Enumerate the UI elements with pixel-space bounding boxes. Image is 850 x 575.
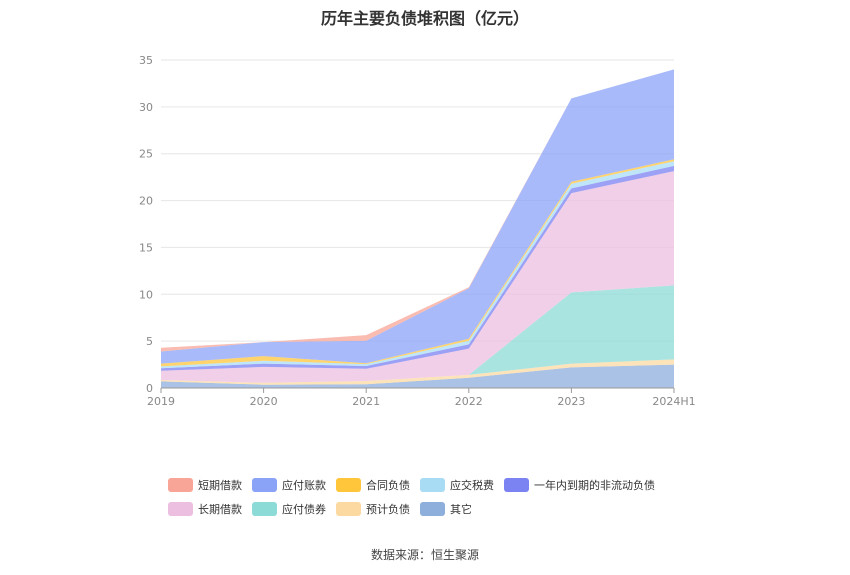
legend-item[interactable]: 其它: [420, 501, 472, 517]
area-应付债券: [161, 285, 674, 383]
legend-item[interactable]: 长期借款: [168, 501, 242, 517]
y-tick-label: 5: [146, 335, 153, 348]
stacked-area-chart: 0 5 10 15 20 25 30 35 2019 2020 2021 2022 2023 2024H1: [139, 54, 696, 408]
legend-swatch: [336, 502, 361, 516]
x-tick-label: 2019: [147, 395, 175, 408]
legend-swatch: [336, 478, 361, 492]
area-series: [161, 69, 674, 388]
legend-swatch: [168, 502, 193, 516]
y-tick-label: 20: [139, 195, 153, 208]
legend-item[interactable]: 预计负债: [336, 501, 410, 517]
axes: 0 5 10 15 20 25 30 35 2019 2020 2021 2022 2023 2024H1: [139, 54, 696, 408]
legend-swatch: [420, 502, 445, 516]
x-tick-label: 2023: [557, 395, 585, 408]
area-其它: [161, 364, 674, 388]
area-应付账款: [161, 69, 674, 364]
legend-label: 应付账款: [282, 479, 326, 492]
chart-title: 历年主要负债堆积图（亿元）: [320, 9, 529, 28]
legend-label: 长期借款: [198, 503, 242, 516]
legend-swatch: [420, 478, 445, 492]
x-tick-label: 2021: [352, 395, 380, 408]
legend-swatch: [504, 478, 529, 492]
legend-label: 合同负债: [366, 479, 410, 492]
area-长期借款: [161, 171, 674, 383]
legend-item[interactable]: 短期借款: [168, 477, 242, 493]
y-tick-label: 0: [146, 382, 153, 395]
y-tick-label: 35: [139, 54, 153, 67]
x-tick-label: 2020: [250, 395, 278, 408]
legend-item[interactable]: 合同负债: [336, 477, 410, 493]
y-tick-label: 15: [139, 241, 153, 254]
legend-label: 一年内到期的非流动负债: [534, 479, 655, 492]
y-tick-label: 30: [139, 101, 153, 114]
legend-swatch: [252, 478, 277, 492]
legend-item[interactable]: 应付账款: [252, 477, 326, 493]
legend-row: 短期借款 应付账款 合同负债 应交税费 一年内到期的非流动负债: [168, 473, 728, 497]
legend: 短期借款 应付账款 合同负债 应交税费 一年内到期的非流动负债长期借款 应付债券 预计负债 其…: [168, 473, 728, 521]
area-预计负债: [161, 359, 674, 385]
x-tick-label: 2022: [455, 395, 483, 408]
legend-label: 应交税费: [450, 479, 494, 492]
legend-swatch: [252, 502, 277, 516]
legend-swatch: [168, 478, 193, 492]
legend-label: 其它: [450, 503, 472, 516]
legend-label: 预计负债: [366, 503, 410, 516]
legend-item[interactable]: 应交税费: [420, 477, 494, 493]
legend-label: 应付债券: [282, 503, 326, 516]
data-source: 数据来源：恒生聚源: [370, 548, 479, 562]
y-tick-label: 25: [139, 148, 153, 161]
legend-item[interactable]: 一年内到期的非流动负债: [504, 477, 655, 493]
legend-row: 长期借款 应付债券 预计负债 其它: [168, 497, 728, 521]
x-tick-label: 2024H1: [652, 395, 695, 408]
legend-label: 短期借款: [198, 479, 242, 492]
y-tick-label: 10: [139, 288, 153, 301]
legend-item[interactable]: 应付债券: [252, 501, 326, 517]
